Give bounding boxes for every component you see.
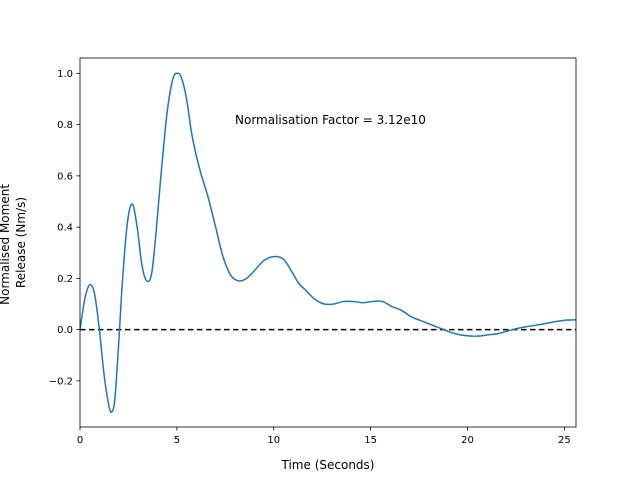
ticks-layer: 0 5 10 15 20 25 −0.2 0.0 0.2 0.4 0.6 0.8 1.0 [49,69,571,446]
y-tick-label: 0.0 [57,325,73,336]
x-tick-label: 0 [77,435,83,446]
y-axis-label-line-2: Release (Nm/s) [14,197,28,288]
normalisation-annotation: Normalisation Factor = 3.12e10 [235,113,426,127]
plot-frame [79,57,577,428]
y-axis-label-line-1: Normalised Moment [0,184,12,305]
y-tick-label: 0.6 [57,171,73,182]
y-tick-label: 0.4 [57,223,73,234]
x-axis-label: Time (Seconds) [281,458,375,472]
x-tick-label: 10 [267,435,280,446]
x-tick-label: 5 [174,435,180,446]
y-axis-label: Normalised Moment Release (Nm/s) [0,180,28,305]
x-tick-label: 25 [558,435,571,446]
y-tick-label: −0.2 [49,376,73,387]
x-tick-label: 20 [461,435,474,446]
y-tick-label: 1.0 [57,69,73,80]
x-tick-label: 15 [364,435,377,446]
series-line [79,72,577,413]
y-tick-label: 0.8 [57,120,73,131]
y-tick-label: 0.2 [57,274,73,285]
